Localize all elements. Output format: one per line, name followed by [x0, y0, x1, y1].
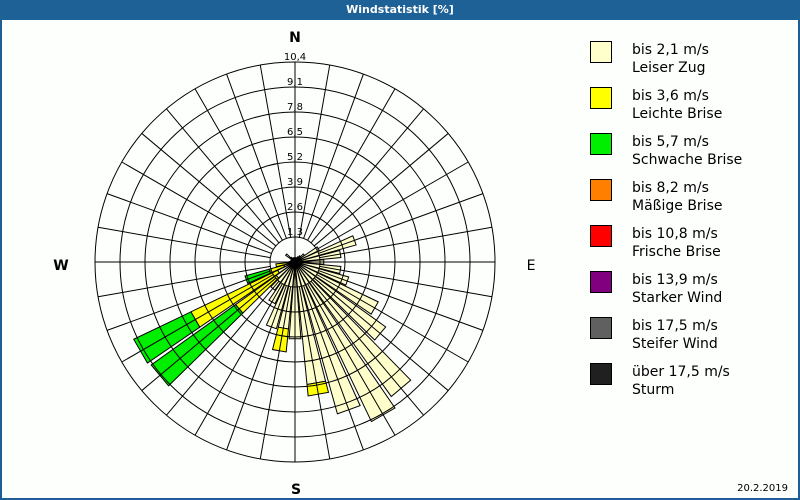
legend-item-maessige-brise: bis 8,2 m/s Mäßige Brise [590, 179, 790, 225]
legend-range: bis 13,9 m/s [632, 272, 718, 288]
petal-segment [275, 262, 289, 268]
compass-west: W [53, 258, 68, 274]
legend-range: bis 5,7 m/s [632, 134, 709, 150]
legend-label: Sturm [632, 382, 675, 398]
legend-label: Starker Wind [632, 290, 723, 306]
legend-item-sturm: über 17,5 m/s Sturm [590, 363, 790, 409]
legend-item-schwache-brise: bis 5,7 m/s Schwache Brise [590, 133, 790, 179]
radial-tick-label: 3,9 [287, 177, 303, 188]
radial-tick-label: 7,8 [287, 102, 303, 113]
legend-item-frische-brise: bis 10,8 m/s Frische Brise [590, 225, 790, 271]
legend-item-steifer-wind: bis 17,5 m/s Steifer Wind [590, 317, 790, 363]
radial-tick-label: 5,2 [287, 152, 303, 163]
legend-range: bis 8,2 m/s [632, 180, 709, 196]
legend-swatch [590, 133, 612, 155]
legend-range: über 17,5 m/s [632, 364, 730, 380]
window-title: Windstatistik [%] [0, 0, 800, 20]
legend-range: bis 10,8 m/s [632, 226, 718, 242]
legend-label: Steifer Wind [632, 336, 718, 352]
radial-tick-labels: 1,3 2,6 3,9 5,2 6,5 7,8 9,1 10,4 [284, 52, 306, 238]
legend-label: Frische Brise [632, 244, 721, 260]
legend-swatch [590, 179, 612, 201]
compass-east: E [527, 258, 536, 274]
legend-range: bis 17,5 m/s [632, 318, 718, 334]
legend-item-leichte-brise: bis 3,6 m/s Leichte Brise [590, 87, 790, 133]
legend-label: Mäßige Brise [632, 198, 723, 214]
polar-grid [94, 61, 496, 463]
radial-tick-label: 9,1 [287, 77, 303, 88]
radial-tick-label: 2,6 [287, 202, 303, 213]
compass-north: N [289, 30, 301, 46]
compass-south: S [291, 482, 301, 498]
radial-tick-label: 6,5 [287, 127, 303, 138]
legend-range: bis 3,6 m/s [632, 88, 709, 104]
legend-label: Leiser Zug [632, 60, 706, 76]
legend-swatch [590, 87, 612, 109]
legend-item-leiser-zug: bis 2,1 m/s Leiser Zug [590, 41, 790, 87]
legend-swatch [590, 225, 612, 247]
radial-tick-label: 10,4 [284, 52, 306, 63]
radial-tick-label: 1,3 [287, 227, 303, 238]
date-stamp: 20.2.2019 [737, 483, 788, 494]
legend: bis 2,1 m/s Leiser Zug bis 3,6 m/s Leichte… [590, 41, 790, 409]
wind-rose-chart: 1,3 2,6 3,9 5,2 6,5 7,8 9,1 10,4 N E S W [53, 30, 536, 498]
legend-swatch [590, 271, 612, 293]
legend-swatch [590, 41, 612, 63]
legend-swatch [590, 363, 612, 385]
legend-label: Leichte Brise [632, 106, 723, 122]
legend-item-starker-wind: bis 13,9 m/s Starker Wind [590, 271, 790, 317]
legend-label: Schwache Brise [632, 152, 743, 168]
legend-range: bis 2,1 m/s [632, 42, 709, 58]
petal-segment [271, 326, 289, 353]
legend-swatch [590, 317, 612, 339]
petal-segment [133, 311, 201, 364]
